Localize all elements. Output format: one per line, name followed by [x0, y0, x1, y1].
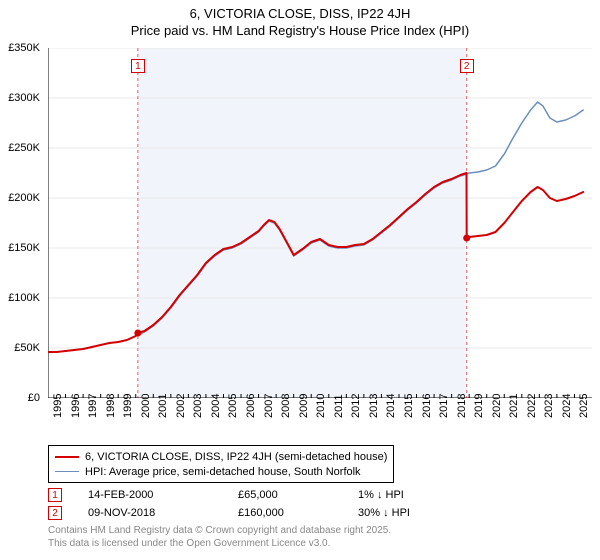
marker-price: £65,000 [238, 489, 358, 501]
x-tick-label: 2017 [438, 394, 450, 418]
x-tick-label: 2004 [210, 394, 222, 418]
x-tick-label: 1997 [87, 394, 99, 418]
y-tick-label: £100K [0, 292, 40, 304]
x-tick-label: 2025 [578, 394, 590, 418]
x-tick-label: 2007 [263, 394, 275, 418]
marker-row: 1 14-FEB-2000£65,0001% ↓ HPI [48, 486, 410, 504]
footer-text: Contains HM Land Registry data © Crown c… [48, 524, 391, 550]
marker-table: 1 14-FEB-2000£65,0001% ↓ HPI 2 09-NOV-2018£… [48, 486, 410, 522]
x-tick-label: 2012 [350, 394, 362, 418]
x-tick-label: 2010 [315, 394, 327, 418]
footer-line-1: Contains HM Land Registry data © Crown c… [48, 524, 391, 537]
chart-marker-label: 2 [460, 59, 474, 73]
marker-row: 2 09-NOV-2018£160,00030% ↓ HPI [48, 504, 410, 522]
y-tick-label: £250K [0, 142, 40, 154]
chart-marker-label: 1 [131, 59, 145, 73]
marker-price: £160,000 [238, 507, 358, 519]
x-tick-label: 2020 [491, 394, 503, 418]
y-tick-label: £200K [0, 192, 40, 204]
legend-label: 6, VICTORIA CLOSE, DISS, IP22 4JH (semi-… [85, 451, 387, 463]
x-tick-label: 2013 [368, 394, 380, 418]
y-axis: £0£50K£100K£150K£200K£250K£300K£350K [0, 48, 44, 398]
chart-svg [48, 48, 592, 398]
x-tick-label: 2006 [245, 394, 257, 418]
x-tick-label: 2024 [561, 394, 573, 418]
x-tick-label: 2014 [385, 394, 397, 418]
y-tick-label: £0 [0, 392, 40, 404]
marker-date: 14-FEB-2000 [88, 489, 238, 501]
marker-note: 1% ↓ HPI [358, 489, 404, 501]
y-tick-label: £300K [0, 92, 40, 104]
title-main: 6, VICTORIA CLOSE, DISS, IP22 4JH [0, 6, 600, 21]
x-tick-label: 1996 [70, 394, 82, 418]
legend-row: 6, VICTORIA CLOSE, DISS, IP22 4JH (semi-… [55, 449, 387, 464]
marker-badge: 2 [48, 506, 62, 520]
marker-date: 09-NOV-2018 [88, 507, 238, 519]
chart-area: 12 [48, 48, 592, 398]
x-tick-label: 1995 [52, 394, 64, 418]
legend-box: 6, VICTORIA CLOSE, DISS, IP22 4JH (semi-… [48, 445, 394, 483]
legend-label: HPI: Average price, semi-detached house,… [85, 466, 361, 478]
x-axis: 1995199619971998199920002001200220032004… [48, 400, 592, 440]
marker-badge: 1 [48, 488, 62, 502]
title-sub: Price paid vs. HM Land Registry's House … [0, 23, 600, 38]
x-tick-label: 2011 [333, 394, 345, 418]
x-tick-label: 1999 [122, 394, 134, 418]
x-tick-label: 2015 [403, 394, 415, 418]
marker-note: 30% ↓ HPI [358, 507, 410, 519]
y-tick-label: £50K [0, 342, 40, 354]
footer-line-2: This data is licensed under the Open Gov… [48, 537, 391, 550]
x-tick-label: 2005 [227, 394, 239, 418]
x-tick-label: 2022 [526, 394, 538, 418]
legend-row: HPI: Average price, semi-detached house,… [55, 464, 387, 479]
x-tick-label: 2001 [157, 394, 169, 418]
x-tick-label: 1998 [105, 394, 117, 418]
x-tick-label: 2018 [456, 394, 468, 418]
y-tick-label: £350K [0, 42, 40, 54]
x-tick-label: 2002 [175, 394, 187, 418]
chart-container: 6, VICTORIA CLOSE, DISS, IP22 4JH Price … [0, 0, 600, 560]
x-tick-label: 2000 [140, 394, 152, 418]
x-tick-label: 2003 [192, 394, 204, 418]
x-tick-label: 2021 [508, 394, 520, 418]
x-tick-label: 2019 [473, 394, 485, 418]
x-tick-label: 2009 [298, 394, 310, 418]
titles: 6, VICTORIA CLOSE, DISS, IP22 4JH Price … [0, 0, 600, 38]
y-tick-label: £150K [0, 242, 40, 254]
x-tick-label: 2023 [543, 394, 555, 418]
x-tick-label: 2008 [280, 394, 292, 418]
legend-swatch [55, 456, 79, 458]
x-tick-label: 2016 [421, 394, 433, 418]
legend-swatch [55, 471, 79, 472]
